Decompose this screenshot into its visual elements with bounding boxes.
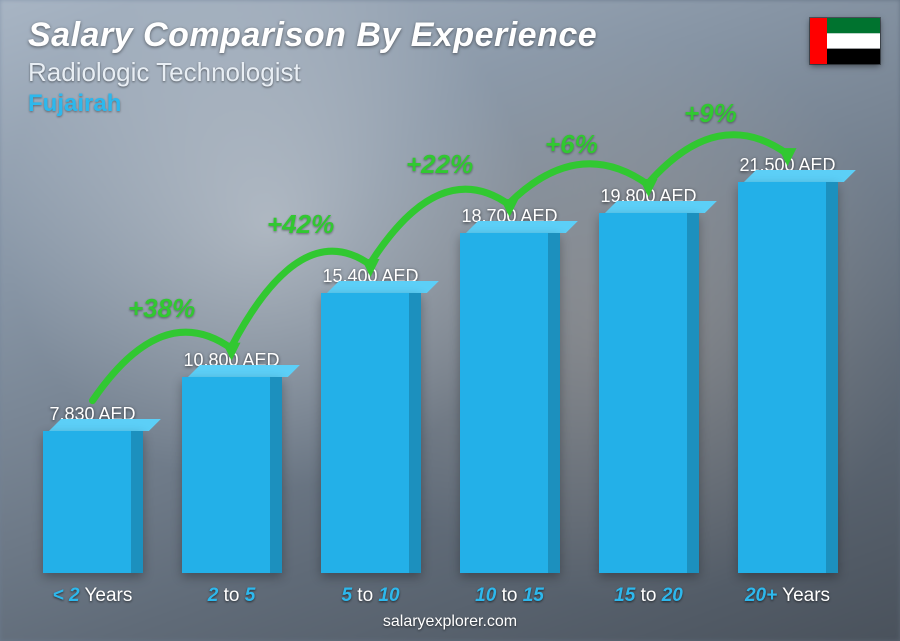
bar-column: 18,700 AED10 to 15 <box>447 206 572 573</box>
bar-column: 7,830 AED< 2 Years <box>30 404 155 573</box>
growth-label: +6% <box>545 129 598 160</box>
bar-column: 21,500 AED20+ Years <box>725 155 850 573</box>
bar <box>447 233 572 573</box>
flag-hoist-red <box>810 18 827 64</box>
page-subtitle: Radiologic Technologist <box>28 57 872 88</box>
flag-band-black <box>827 49 880 64</box>
category-label: 10 to 15 <box>447 585 572 607</box>
bar <box>308 293 433 573</box>
category-label: 15 to 20 <box>586 585 711 607</box>
header: Salary Comparison By Experience Radiolog… <box>28 16 872 118</box>
flag-band-green <box>827 18 880 33</box>
category-label: 5 to 10 <box>308 585 433 607</box>
bar <box>169 377 294 573</box>
bar <box>725 182 850 573</box>
bar-chart: 7,830 AED< 2 Years10,800 AED2 to 515,400… <box>30 123 850 573</box>
flag-band-white <box>827 33 880 48</box>
footer-attribution: salaryexplorer.com <box>0 613 900 631</box>
growth-label: +22% <box>406 149 473 180</box>
bar <box>30 431 155 573</box>
flag-icon <box>810 18 880 64</box>
bar <box>586 213 711 573</box>
bar-column: 10,800 AED2 to 5 <box>169 350 294 573</box>
bar-column: 15,400 AED5 to 10 <box>308 266 433 573</box>
page-location: Fujairah <box>28 90 872 118</box>
growth-label: +42% <box>267 209 334 240</box>
growth-label: +38% <box>128 293 195 324</box>
page-root: Salary Comparison By Experience Radiolog… <box>0 0 900 641</box>
category-label: 2 to 5 <box>169 585 294 607</box>
category-label: 20+ Years <box>725 585 850 607</box>
page-title: Salary Comparison By Experience <box>28 16 872 55</box>
category-label: < 2 Years <box>30 585 155 607</box>
bar-column: 19,800 AED15 to 20 <box>586 186 711 573</box>
